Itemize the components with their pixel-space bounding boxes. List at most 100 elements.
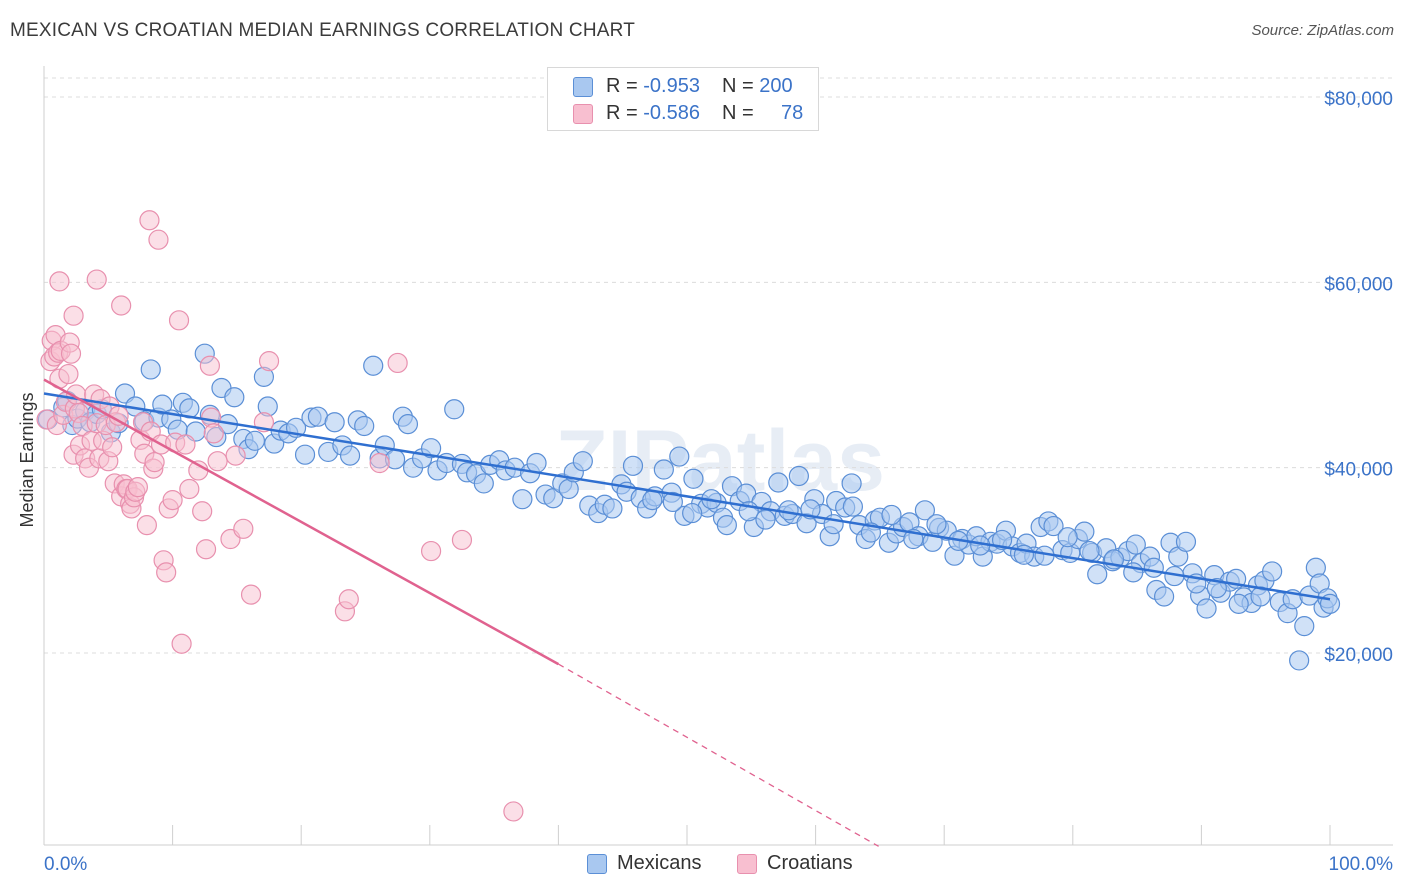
- y-tick-label: $20,000: [1324, 645, 1393, 666]
- croatians-point: [108, 405, 129, 426]
- mexicans-point: [140, 359, 161, 380]
- watermark-zipatlas: ZIPatlas: [555, 413, 885, 509]
- x-tick-label-max: 100.0%: [1329, 854, 1394, 875]
- mexicans-point: [683, 468, 704, 489]
- croatians-point: [451, 529, 473, 551]
- croatians-point: [58, 363, 79, 385]
- mexicans-point: [244, 430, 266, 451]
- mexicans-point: [224, 387, 245, 408]
- cro-n-label: N =: [721, 102, 760, 124]
- croatians-point: [86, 269, 107, 290]
- mexicans-point: [602, 498, 623, 519]
- croatians-trend-extension: [558, 663, 879, 847]
- croatians-point: [225, 445, 246, 466]
- croatians-point: [179, 478, 200, 500]
- croatians-point: [168, 310, 190, 331]
- mexicans-point: [778, 500, 799, 521]
- croatians-point: [171, 633, 192, 654]
- croatians-point: [199, 355, 220, 376]
- cro-r-label: R =: [606, 102, 644, 124]
- stats-legend: R = -0.953 N = 200 R = -0.586 N = 78: [547, 67, 819, 131]
- mexicans-point: [526, 452, 547, 474]
- mexicans-trend-line: [43, 392, 1331, 601]
- croatians-point: [258, 351, 280, 372]
- mexicans-point: [991, 529, 1013, 551]
- mexicans-point: [1196, 598, 1217, 619]
- mexicans-points: [37, 343, 1341, 671]
- croatians-point: [387, 352, 408, 374]
- cro-n-value: 78: [780, 102, 804, 124]
- mexicans-point: [473, 473, 494, 494]
- mexicans-point: [307, 406, 329, 427]
- croatians-point: [233, 518, 254, 539]
- mexicans-point: [558, 478, 579, 500]
- mexicans-point: [1143, 557, 1164, 578]
- mexicans-point: [1125, 534, 1146, 555]
- croatians-point: [63, 305, 84, 326]
- mexicans-point: [642, 490, 663, 511]
- mexicans-point: [1079, 540, 1100, 562]
- croatians-point: [156, 562, 177, 583]
- croatians-points: [36, 210, 524, 822]
- axes: [43, 66, 1393, 846]
- mexicans-point: [572, 451, 593, 472]
- y-tick-label: $80,000: [1324, 89, 1393, 110]
- mexicans-point: [1074, 521, 1095, 542]
- mexicans-point: [543, 488, 564, 509]
- mexicans-point: [841, 473, 862, 494]
- croatians-trend-line: [43, 378, 560, 666]
- mexicans-point: [1154, 586, 1175, 607]
- mexicans-point: [842, 496, 863, 517]
- mexicans-point: [788, 465, 809, 487]
- mexicans-point: [512, 489, 533, 510]
- mexicans-point: [800, 499, 821, 520]
- mexicans-point: [1289, 650, 1310, 671]
- mexicans-point: [1087, 564, 1108, 585]
- mexicans-point: [682, 502, 703, 524]
- trend-lines: [43, 378, 1331, 847]
- croatians-point: [111, 295, 132, 316]
- mexicans-point: [1262, 561, 1283, 582]
- y-tick-label: $60,000: [1324, 274, 1393, 295]
- croatians-point: [162, 490, 183, 511]
- mexicans-point: [363, 355, 384, 376]
- bottom-croatians-swatch: [737, 854, 757, 874]
- mexicans-point: [1206, 578, 1227, 599]
- bottom-croatians-label: Croatians: [767, 852, 853, 874]
- croatians-point: [207, 451, 228, 472]
- croatians-point: [49, 271, 70, 292]
- mexicans-point: [420, 438, 442, 459]
- mexicans-point: [397, 414, 419, 435]
- mexicans-point: [1228, 593, 1249, 614]
- mex-r-label: R =: [606, 75, 644, 97]
- croatians-point: [144, 452, 165, 473]
- croatians-point: [102, 437, 123, 458]
- mexicans-point: [1043, 515, 1064, 537]
- mexicans-point: [768, 472, 789, 493]
- mexicans-point: [662, 491, 683, 513]
- y-tick-label: $40,000: [1324, 460, 1393, 481]
- cro-r-value: -0.586: [643, 102, 700, 124]
- croatians-point: [139, 210, 160, 231]
- croatians-point: [148, 229, 169, 250]
- mex-n-label: N =: [721, 75, 760, 97]
- mexicans-point: [881, 504, 902, 526]
- source-note: Source: ZipAtlas.com: [1251, 22, 1394, 39]
- mexicans-point: [622, 455, 644, 476]
- croatians-point: [420, 540, 442, 562]
- bottom-mexicans-swatch: [587, 854, 607, 874]
- y-axis-title: Median Earnings: [17, 392, 37, 527]
- mexicans-point: [294, 444, 316, 465]
- mexicans-point: [1294, 616, 1315, 637]
- mexicans-point: [914, 500, 936, 521]
- mexicans-point: [755, 509, 776, 530]
- croatians-point: [338, 589, 359, 610]
- croatians-point: [503, 801, 524, 822]
- x-tick-label-min: 0.0%: [44, 854, 87, 875]
- mexicans-point: [152, 394, 173, 415]
- axis-labels: $20,000 $40,000 $60,000 $80,000 0.0% 100.0% Me…: [17, 89, 1393, 875]
- croatians-point: [175, 434, 196, 455]
- mexicans-point: [444, 399, 465, 420]
- mexicans-point: [1057, 527, 1078, 548]
